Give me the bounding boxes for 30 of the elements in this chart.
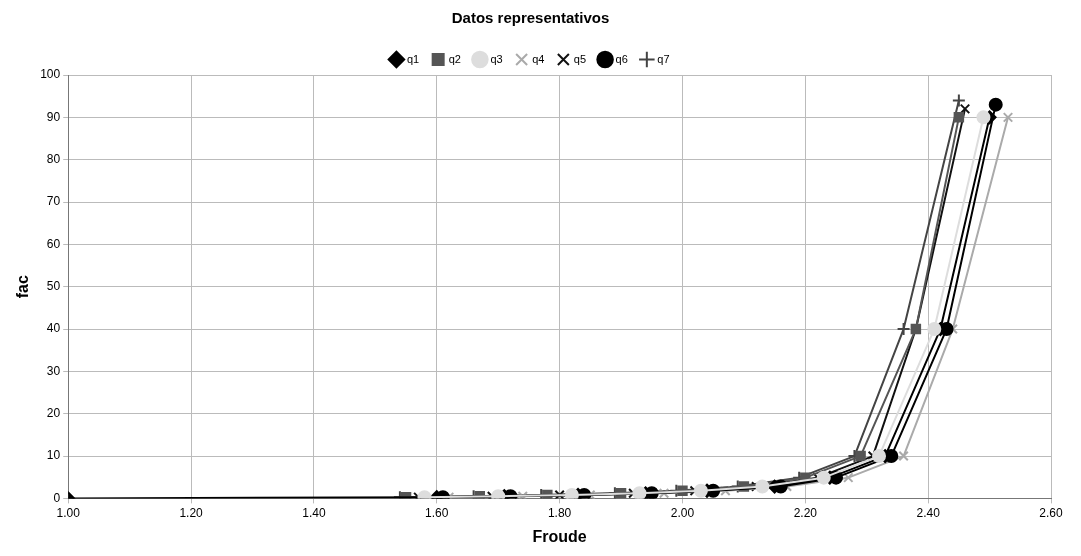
x-tick-label: 2.00 (670, 505, 695, 520)
legend-label: q2 (448, 52, 461, 65)
y-tick-label: 100 (40, 67, 61, 82)
x-tick-label: 2.60 (1039, 505, 1063, 520)
legend-label: q1 (406, 52, 420, 65)
x-tick-label: 2.40 (916, 505, 941, 520)
y-tick-label: 20 (46, 406, 61, 421)
legend-label: q3 (490, 52, 503, 65)
y-axis-title: fac (14, 275, 32, 299)
y-tick-label: 90 (46, 109, 61, 124)
x-tick-label: 2.20 (793, 505, 818, 520)
legend-label: q7 (657, 52, 670, 65)
x-tick-label: 1.20 (179, 505, 204, 520)
y-tick-label: 60 (46, 236, 61, 251)
x-axis-title: Froude (532, 527, 587, 545)
y-tick-label: 70 (46, 194, 61, 209)
x-tick-label: 1.00 (56, 505, 81, 520)
x-tick-label: 1.60 (425, 505, 449, 520)
y-tick-label: 50 (46, 279, 61, 294)
legend-label: q5 (573, 52, 587, 65)
y-tick-label: 10 (46, 448, 61, 463)
legend-label: q6 (615, 52, 628, 65)
legend-label: q4 (532, 52, 545, 65)
x-tick-label: 1.40 (302, 505, 326, 520)
chart-title: Datos representativos (451, 9, 610, 27)
y-tick-label: 30 (46, 363, 61, 378)
y-tick-label: 0 (53, 490, 61, 505)
x-tick-label: 1.80 (547, 505, 572, 520)
y-tick-label: 80 (46, 151, 61, 166)
y-tick-label: 40 (46, 321, 61, 336)
